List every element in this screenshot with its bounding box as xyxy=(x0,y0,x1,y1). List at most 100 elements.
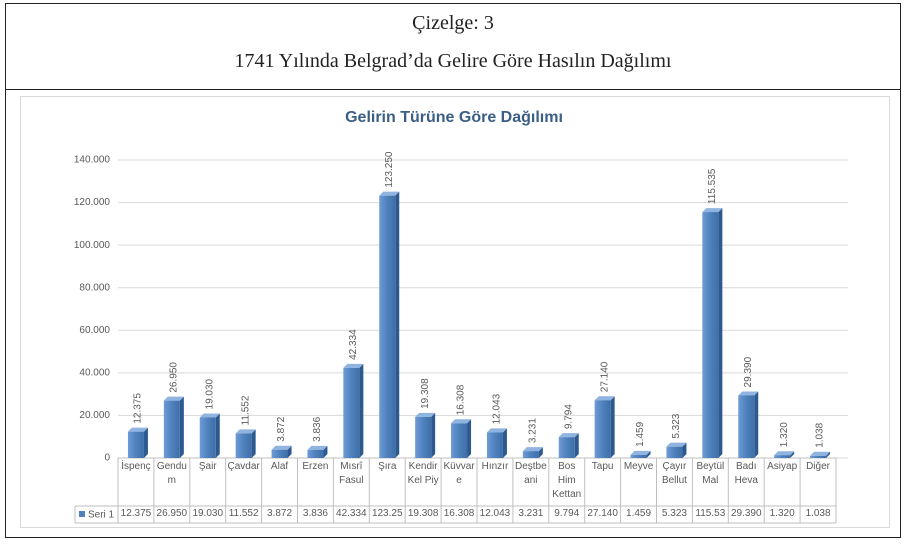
bar xyxy=(558,437,575,458)
bar-top xyxy=(379,191,400,196)
x-tick-label: Şıra xyxy=(378,461,397,472)
chart-label: Çizelge: 3 xyxy=(412,12,494,34)
bar xyxy=(307,449,324,458)
value-label: 9.794 xyxy=(563,404,574,429)
bar-side xyxy=(287,445,292,458)
table-value: 5.323 xyxy=(661,508,687,519)
bar xyxy=(271,449,288,458)
bar-side xyxy=(682,442,687,458)
value-label: 11.552 xyxy=(240,395,251,425)
x-tick-label: Deştbeani xyxy=(514,461,547,486)
bar-top xyxy=(630,450,651,455)
bar-top xyxy=(774,451,795,456)
x-tick-label: Beytül Mal xyxy=(696,461,725,486)
value-label: 19.308 xyxy=(420,378,431,409)
x-tick-label: Gendum xyxy=(156,461,187,486)
value-label: 26.950 xyxy=(168,362,179,393)
value-label: 42.334 xyxy=(348,329,359,360)
value-label: 12.043 xyxy=(492,393,503,424)
value-label: 3.231 xyxy=(527,418,538,443)
bar-side xyxy=(610,396,615,458)
chart-title: Gelirin Türüne Göre Dağılımı xyxy=(345,109,563,126)
value-label: 1.038 xyxy=(815,422,826,447)
x-tick-label: Badı Heva xyxy=(734,461,758,486)
x-tick-label: Kendir Kel Piy xyxy=(407,461,439,486)
bar-top xyxy=(702,208,723,213)
bar-top xyxy=(451,419,472,424)
bar-top xyxy=(163,396,184,401)
x-tick-label: Alaf xyxy=(270,461,289,472)
x-tick-label: Meyve xyxy=(623,461,654,472)
y-tick-label: 0 xyxy=(104,453,110,464)
bar-side xyxy=(646,450,651,458)
bar-side xyxy=(826,451,831,458)
y-tick-label: 60.000 xyxy=(79,325,110,336)
table-value: 12.375 xyxy=(120,508,152,519)
bar xyxy=(127,431,144,458)
x-tick-label: Şair xyxy=(198,461,217,472)
bar-side xyxy=(359,363,364,458)
bar-side xyxy=(538,447,543,458)
bar xyxy=(666,446,683,458)
value-label: 27.140 xyxy=(599,361,610,392)
table-value: 12.043 xyxy=(479,508,511,519)
bar-side xyxy=(395,191,400,458)
bar-side xyxy=(215,413,220,458)
bar-top xyxy=(666,442,687,447)
value-label: 1.459 xyxy=(635,421,646,446)
bar-top xyxy=(199,413,220,418)
bar-side xyxy=(323,445,328,458)
value-label: 123.250 xyxy=(384,151,395,188)
bar-top xyxy=(271,445,292,450)
table-value: 19.308 xyxy=(407,508,439,519)
bar xyxy=(343,367,360,458)
bar xyxy=(522,451,539,458)
x-tick-label: Tapu xyxy=(591,461,614,472)
bar-top xyxy=(558,433,579,438)
bar-side xyxy=(179,396,184,458)
bar xyxy=(415,416,432,458)
header-divider xyxy=(5,89,901,90)
bar-side xyxy=(790,451,795,458)
table-value: 29.390 xyxy=(730,508,762,519)
chart-box xyxy=(20,96,890,528)
value-label: 3.872 xyxy=(276,416,287,441)
bar xyxy=(199,417,216,458)
legend-label: Seri 1 xyxy=(88,510,115,521)
bar xyxy=(163,400,180,458)
value-label: 5.323 xyxy=(671,413,682,438)
bar-top xyxy=(307,445,328,450)
x-tick-label: Mısrî Fasul xyxy=(339,461,364,486)
legend-swatch xyxy=(79,511,85,517)
table-value: 9.794 xyxy=(554,508,580,519)
bar-side xyxy=(431,412,436,458)
x-tick-label: Hınzır xyxy=(481,461,509,472)
table-value: 3.231 xyxy=(518,508,544,519)
table-value: 26.950 xyxy=(156,508,188,519)
bar-side xyxy=(574,433,579,458)
table-value: 16.308 xyxy=(443,508,475,519)
table-value: 115.53 xyxy=(695,508,726,519)
bar-top xyxy=(810,451,831,456)
x-tick-label: Çavdar xyxy=(227,461,260,472)
value-label: 115.535 xyxy=(707,168,718,204)
x-tick-label: Asiyap xyxy=(767,461,798,472)
table-value: 42.334 xyxy=(336,508,367,519)
bar xyxy=(235,433,252,458)
x-tick-label: Erzen xyxy=(302,461,329,472)
bar xyxy=(379,195,396,458)
value-label: 19.030 xyxy=(204,378,215,409)
table-value: 123.25 xyxy=(371,508,403,519)
value-label: 3.836 xyxy=(312,416,323,441)
bar-side xyxy=(754,391,759,458)
bar xyxy=(774,455,791,458)
bar xyxy=(486,432,503,458)
bar-side xyxy=(718,208,723,458)
bar-side xyxy=(143,427,148,458)
x-tick-label: Çayır Bellut xyxy=(661,461,687,486)
bar-top xyxy=(127,427,148,432)
bar-top xyxy=(738,391,759,396)
table-value: 27.140 xyxy=(587,508,618,519)
